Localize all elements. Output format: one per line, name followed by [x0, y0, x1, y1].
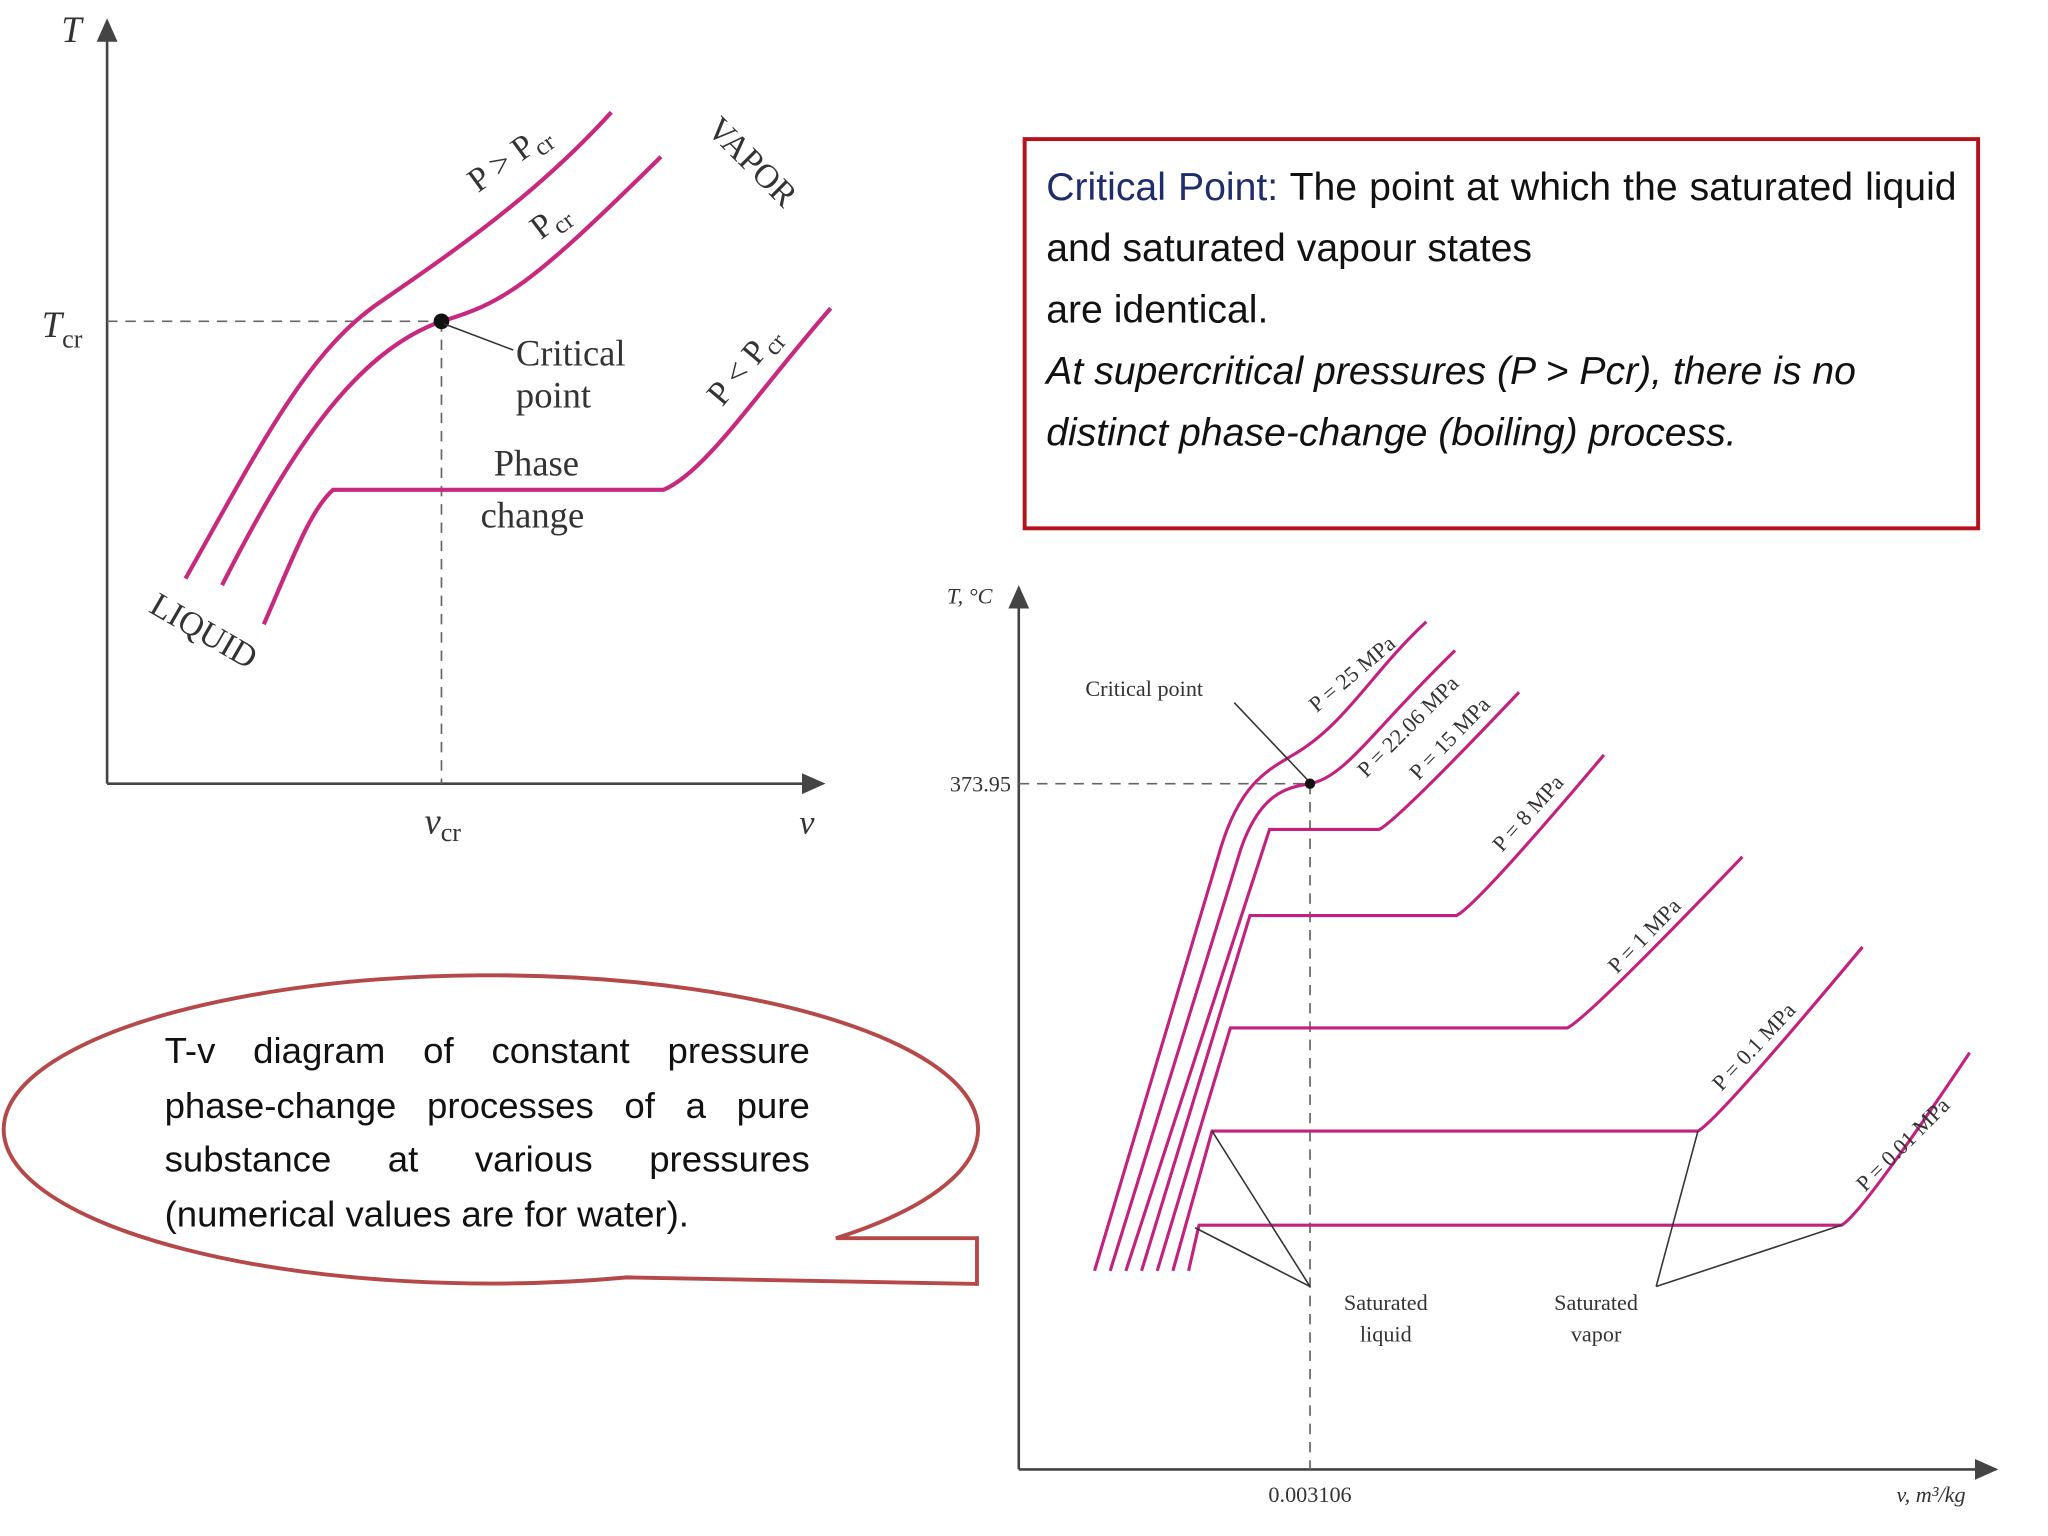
v-cr-label: vcr	[424, 800, 461, 847]
callout-bubble	[1, 973, 981, 1286]
definition-paragraph: Critical Point: The point at which the s…	[1046, 157, 1956, 280]
definition-box: Critical Point: The point at which the s…	[1022, 137, 1981, 531]
y-axis-label: T, °C	[947, 583, 993, 608]
isobar	[1155, 855, 1744, 1272]
caption: T-v diagram of constant pressure phase-c…	[164, 1030, 810, 1234]
saturated-liquid-label: Saturated	[1344, 1290, 1428, 1315]
critical-point-label: Critical point	[1085, 676, 1204, 701]
isobar	[1187, 1051, 1971, 1272]
definition: The point at which the saturated liquid …	[1046, 165, 1957, 271]
isobar	[1093, 620, 1428, 1272]
pressure-label: P = 0.1 MPa	[1707, 997, 1801, 1095]
critical-point-dot	[433, 313, 450, 330]
critical-guide	[1018, 782, 1311, 1470]
isobar-below-critical	[261, 306, 833, 626]
t-cr-label: Tcr	[42, 304, 83, 353]
left-diagram: T v Tcr vcr P > Pcr Pcr P < Pcr Critical…	[42, 9, 833, 847]
term: Critical Point:	[1046, 165, 1279, 209]
liquid-label: LIQUID	[144, 586, 264, 676]
y-axis-label: T	[61, 9, 84, 50]
critical-point-dot	[1304, 778, 1316, 789]
saturated-vapor-label: Saturated	[1554, 1290, 1638, 1315]
phase-change-label: Phase	[494, 442, 579, 483]
curve-label: P < Pcr	[700, 318, 792, 416]
vapor-label: VAPOR	[700, 110, 805, 215]
symbol: v	[424, 800, 441, 841]
right-diagram: T, °C v, m³/kg 373.95 0.003106 Critical …	[947, 583, 1999, 1507]
curve-label: P > Pcr	[461, 115, 561, 204]
x-axis-label: v, m³/kg	[1896, 1482, 1965, 1507]
leader-line	[443, 323, 514, 351]
leader-line	[1233, 702, 1308, 781]
x-axis-label: v	[799, 804, 815, 841]
symbol: T	[42, 304, 65, 345]
saturated-vapor-label: vapor	[1571, 1321, 1622, 1346]
critical-point-label: point	[516, 375, 591, 416]
critical-guide	[107, 320, 443, 784]
pressure-label: P = 1 MPa	[1603, 893, 1686, 978]
isobar	[1171, 945, 1864, 1272]
subscript: cr	[62, 324, 83, 353]
subscript: cr	[441, 818, 462, 847]
saturated-liquid-label: liquid	[1360, 1321, 1412, 1346]
critical-point-label: Critical	[516, 333, 626, 374]
phase-change-label: change	[481, 495, 585, 536]
critical-volume: 0.003106	[1268, 1482, 1351, 1507]
isobar	[1140, 753, 1606, 1272]
isobar-above-critical	[183, 110, 613, 580]
definition-note: At supercritical pressures (P > Pcr), th…	[1046, 350, 1856, 455]
definition-continuation: are identical.	[1046, 288, 1269, 332]
pressure-label: P = 0.01 MPa	[1851, 1092, 1955, 1196]
isobar	[1124, 691, 1521, 1272]
critical-temperature: 373.95	[950, 772, 1011, 797]
saturation-leaders	[1194, 1130, 1842, 1288]
